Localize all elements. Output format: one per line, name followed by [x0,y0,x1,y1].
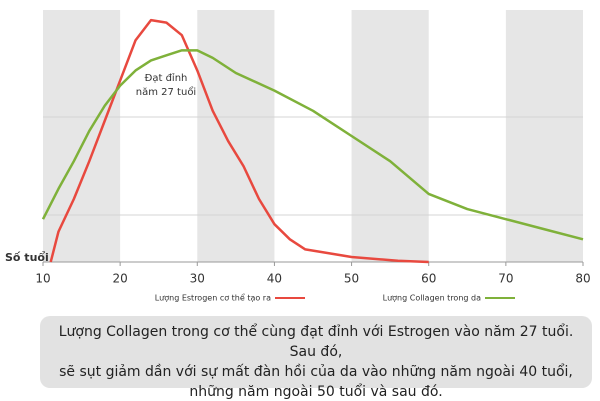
caption-line: những năm ngoài 50 tuổi và sau đó. [189,384,443,400]
series-line [49,18,429,264]
annotation: Đạt đỉnh [145,72,188,84]
legend-label: Lượng Estrogen cơ thể tạo ra [155,293,271,304]
caption-line: sẽ sụt giảm dần với sự mất đàn hồi của d… [59,364,573,380]
band [197,10,275,262]
chart: Số tuổi Đạt đỉnh năm 27 tuổi 10 20 30 40 50 6… [5,10,591,304]
x-tick-label: 30 [190,272,205,286]
band [505,10,583,262]
x-tick-label: 50 [344,272,359,286]
legend-label: Lượng Collagen trong da [383,294,481,303]
x-axis-label: Số tuổi [5,251,49,264]
x-tick-label: 80 [575,272,590,286]
x-tick-label: 40 [267,272,282,286]
x-tick-label: 20 [113,272,128,286]
series-line [41,49,584,241]
x-tick-label: 70 [498,272,513,286]
caption-line: Lượng Collagen trong cơ thể cùng đạt đỉn… [58,324,574,360]
caption-box: Lượng Collagen trong cơ thể cùng đạt đỉn… [40,316,592,400]
x-tick-label: 10 [35,272,50,286]
x-tick-label: 60 [421,272,436,286]
band [351,10,429,262]
band [43,10,121,262]
annotation: năm 27 tuổi [136,85,196,98]
